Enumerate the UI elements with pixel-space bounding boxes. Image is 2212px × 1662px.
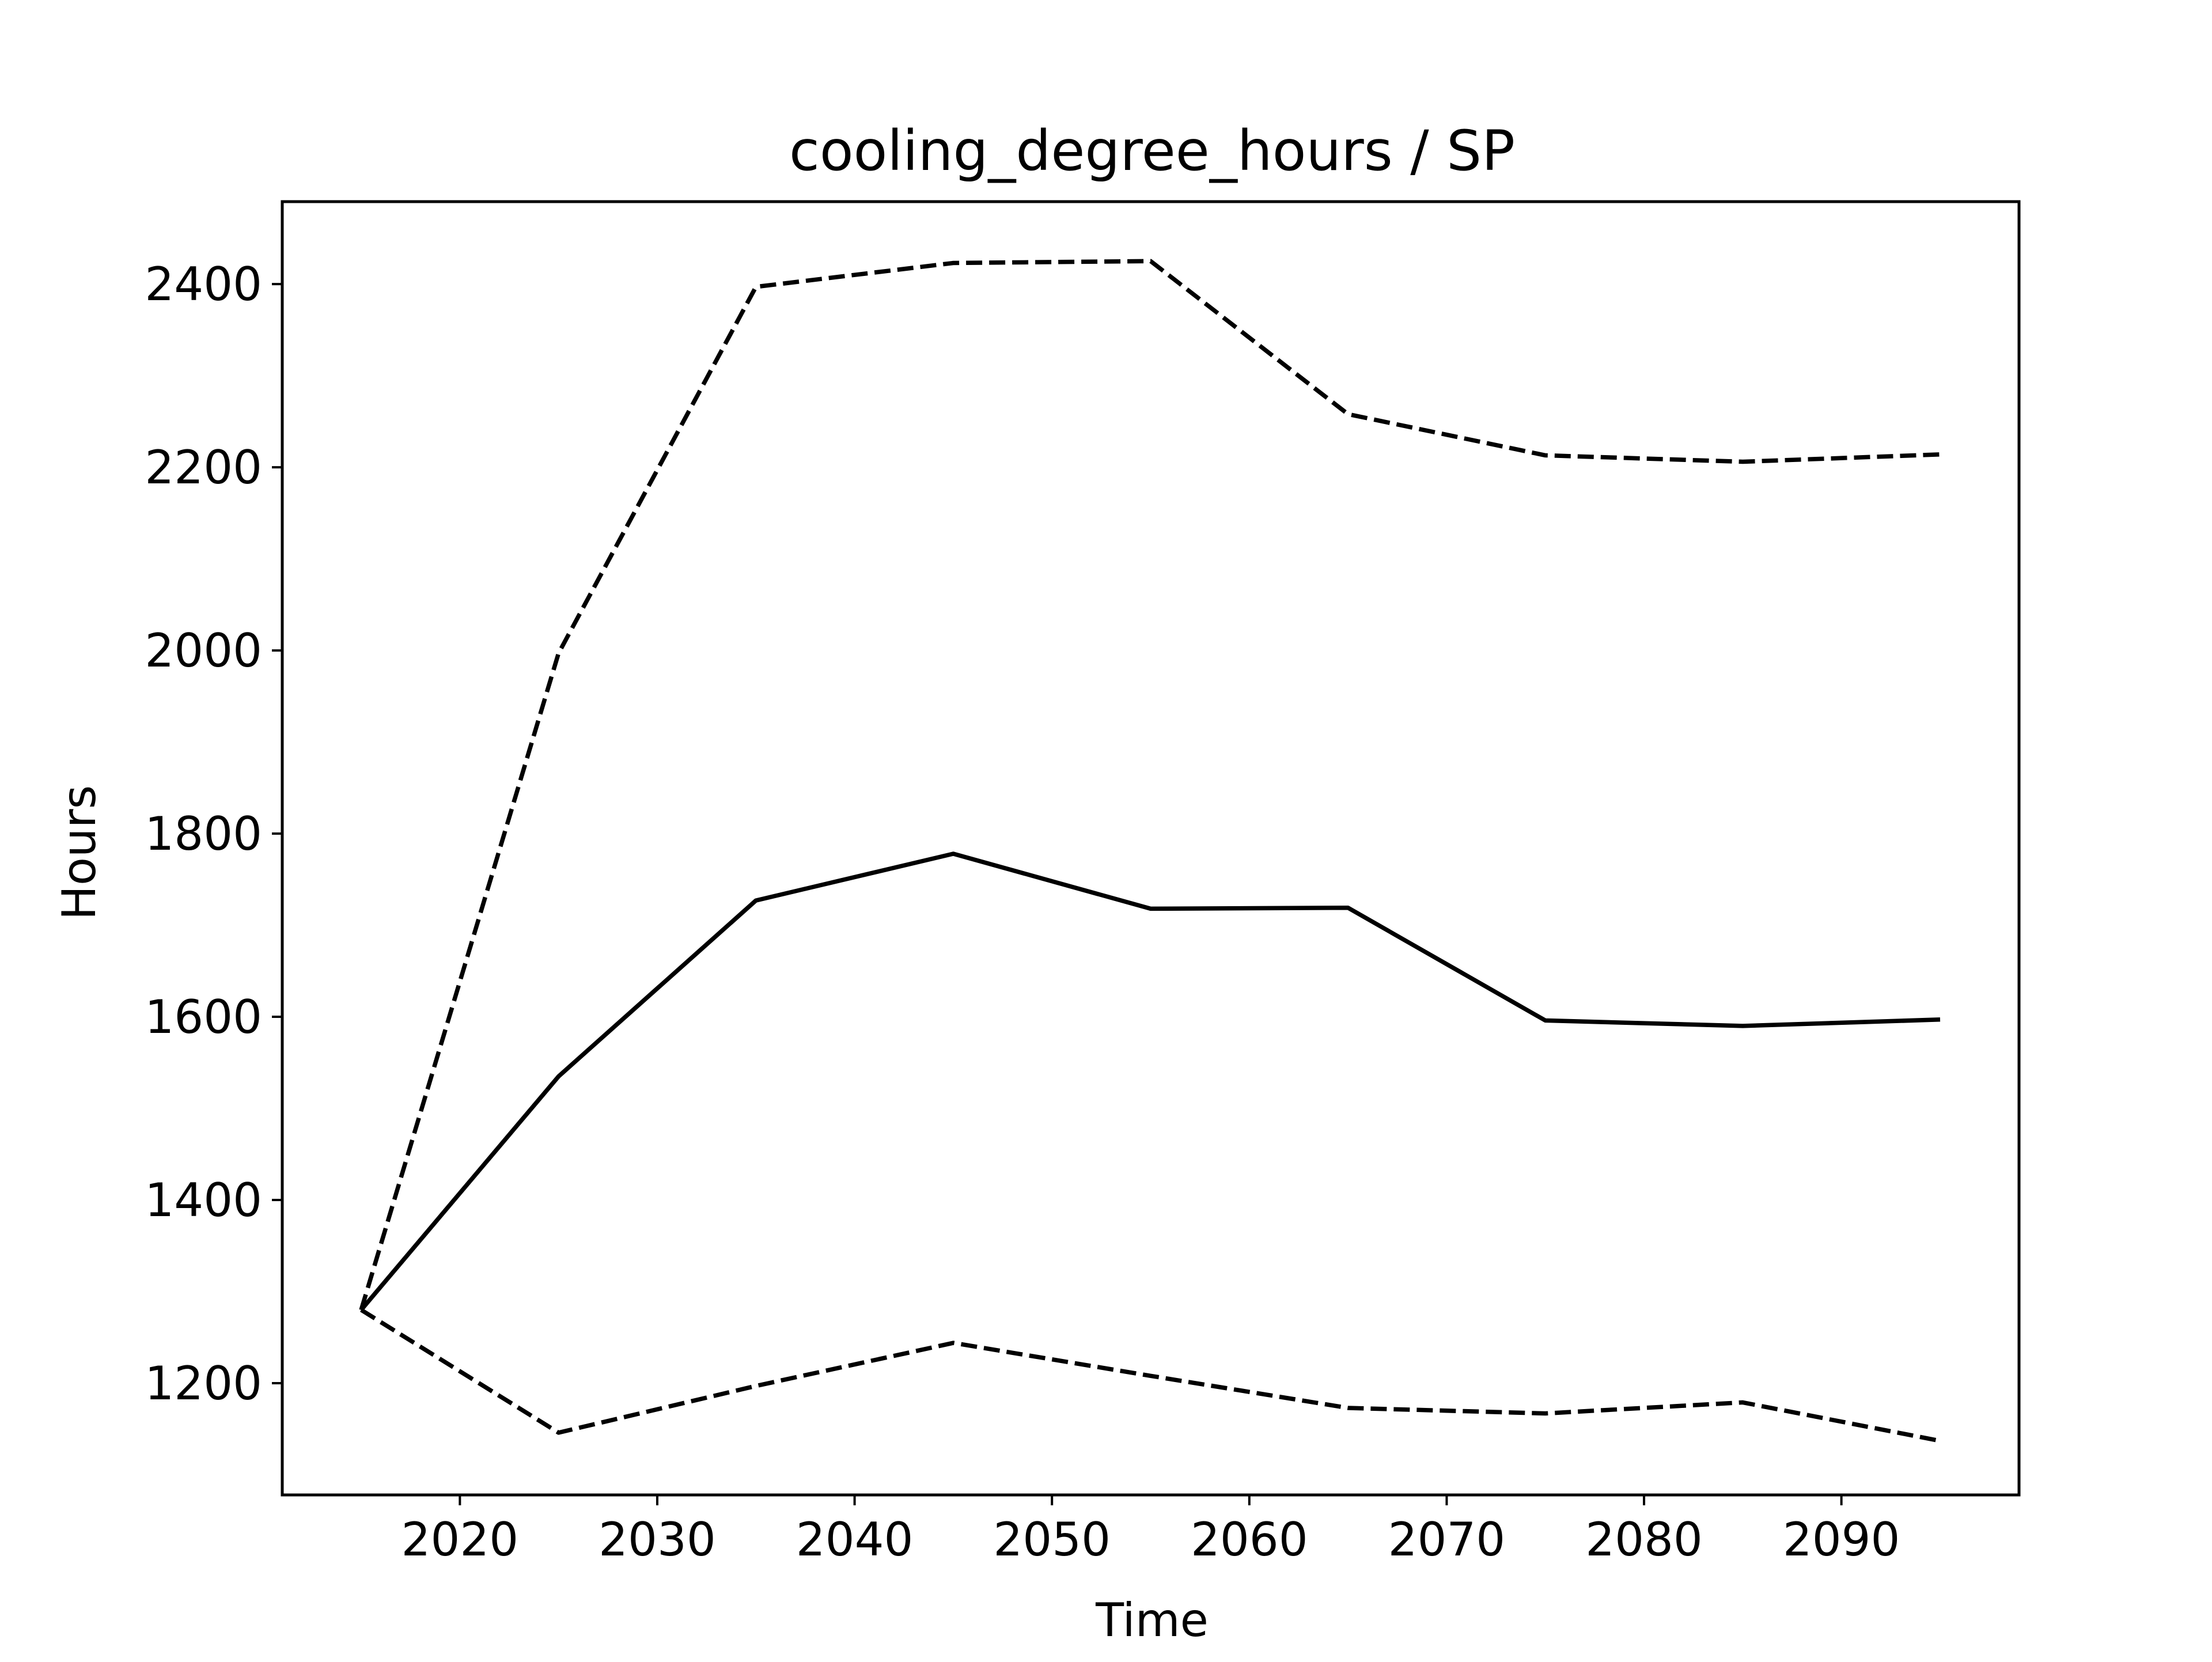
y-tick-label: 1600 bbox=[145, 990, 262, 1044]
chart-title: cooling_degree_hours / SP bbox=[789, 119, 1515, 183]
x-tick-label: 2080 bbox=[1585, 1513, 1703, 1566]
y-tick-label: 2200 bbox=[145, 441, 262, 494]
y-tick-label: 2000 bbox=[145, 624, 262, 677]
series-line-lower bbox=[360, 1308, 1941, 1443]
x-tick-label: 2030 bbox=[599, 1513, 716, 1566]
x-tick-label: 2090 bbox=[1783, 1513, 1900, 1566]
y-axis-label: Hours bbox=[52, 785, 106, 920]
x-tick-label: 2020 bbox=[402, 1513, 519, 1566]
x-tick-label: 2060 bbox=[1191, 1513, 1308, 1566]
y-tick-label: 1200 bbox=[145, 1357, 262, 1410]
series-line-upper bbox=[359, 259, 1941, 1311]
series-line-median bbox=[359, 851, 1941, 1312]
x-tick-label: 2050 bbox=[993, 1513, 1111, 1566]
x-tick-label: 2070 bbox=[1388, 1513, 1506, 1566]
x-tick-label: 2040 bbox=[796, 1513, 914, 1566]
y-tick-label: 2400 bbox=[145, 258, 262, 311]
y-tick-label: 1800 bbox=[145, 807, 262, 861]
axes-frame bbox=[281, 200, 2021, 1497]
plot-area bbox=[359, 259, 1941, 1443]
x-axis-label: Time bbox=[1095, 1593, 1209, 1647]
y-tick-label: 1400 bbox=[145, 1173, 262, 1227]
